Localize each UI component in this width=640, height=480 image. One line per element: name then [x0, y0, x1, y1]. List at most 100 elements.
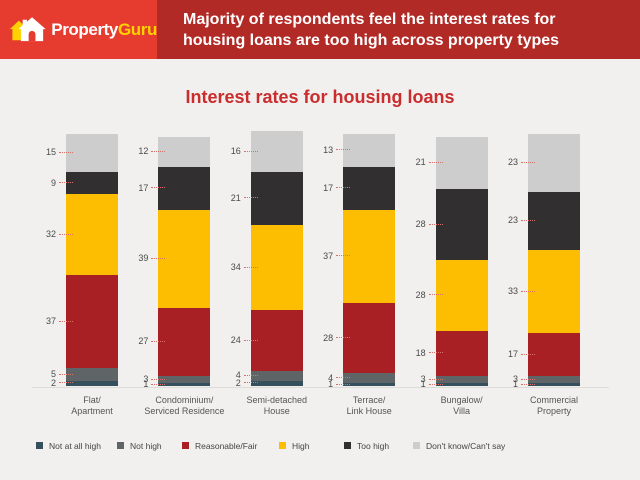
leader-line [59, 233, 73, 235]
leader-line [521, 161, 535, 163]
bar-segment-high [66, 194, 118, 276]
leader-line [151, 378, 166, 380]
leader-line [243, 197, 258, 199]
bar-segment-don-t-know-can-t-say [158, 136, 211, 167]
leader-line [243, 374, 258, 376]
bar-segment-reasonable-fair [158, 307, 211, 376]
value-label: 28 [415, 219, 426, 230]
leader-line [243, 382, 258, 384]
value-label: 3 [512, 374, 518, 385]
brand-first: Property [51, 19, 118, 39]
value-label: 1 [143, 379, 149, 390]
bar-segment-don-t-know-can-t-say [528, 134, 580, 192]
bar-segment-don-t-know-can-t-say [343, 134, 396, 167]
value-label: 33 [507, 286, 518, 296]
logo-block: PropertyGuru [0, 0, 157, 59]
category-label-line: Link House [346, 406, 392, 416]
bar-segment-don-t-know-can-t-say [250, 131, 303, 172]
category-label: Condominium/Serviced Residence [128, 395, 240, 417]
leader-line [243, 339, 258, 341]
value-label: 18 [415, 347, 426, 358]
bar-segment-not-high [250, 370, 303, 381]
leader-line [336, 149, 351, 151]
value-label: 4 [235, 370, 241, 381]
value-label: 28 [323, 332, 334, 343]
legend-swatch [182, 442, 189, 449]
bar-segment-too-high [343, 166, 396, 210]
leader-line [428, 223, 443, 225]
leader-line [428, 294, 443, 296]
brand-second: Guru [117, 19, 157, 39]
legend-swatch [279, 442, 286, 449]
leader-line [521, 219, 535, 221]
value-label: 16 [230, 146, 241, 157]
value-label: 1 [512, 379, 518, 390]
value-label: 21 [415, 157, 426, 168]
bar-segment-not-at-all-high [158, 383, 211, 386]
bar-segment-not-at-all-high [66, 380, 118, 386]
value-label: 5 [50, 369, 56, 380]
bar-segment-high [528, 249, 580, 334]
legend-label: Reasonable/Fair [195, 441, 258, 451]
value-label: 2 [50, 377, 56, 388]
bar-segment-not-high [343, 373, 396, 384]
category-label-line: Bungalow/ [440, 395, 483, 405]
legend-swatch [36, 442, 43, 449]
value-label: 17 [323, 182, 334, 193]
legend-label: Too high [357, 441, 390, 451]
bar-segment-high [343, 209, 396, 303]
category-label: Commercial Property [498, 395, 610, 417]
category-label: Bungalow/Villa [406, 395, 518, 417]
value-label: 2 [235, 377, 241, 388]
category-label: Terrace/Link House [313, 395, 425, 417]
value-label: 28 [415, 289, 426, 300]
bar-segment-too-high [435, 189, 488, 260]
value-label: 17 [138, 182, 149, 193]
leader-line [521, 290, 535, 292]
leader-line [59, 382, 73, 384]
category-label-line: Terrace/ [352, 395, 386, 405]
leader-line [521, 383, 535, 385]
bar-segment-too-high [250, 171, 303, 225]
value-label: 27 [138, 336, 149, 347]
value-label: 32 [45, 229, 56, 240]
leader-line [243, 266, 258, 268]
bar-segment-high [435, 260, 488, 331]
legend-swatch [344, 442, 351, 449]
chart-title: Interest rates for housing loans [185, 87, 455, 107]
category-label-line: Villa [453, 406, 471, 416]
value-label: 21 [230, 192, 241, 203]
category-label: Semi-detached House [221, 395, 333, 417]
legend-label: High [292, 441, 310, 451]
bar-segment-high [158, 209, 211, 308]
category-label-line: Apartment [71, 406, 113, 416]
bar-segment-not-high [66, 368, 118, 381]
category-label-line: Serviced Residence [144, 406, 225, 416]
value-label: 23 [507, 157, 518, 168]
leader-line [59, 320, 73, 322]
leader-line [336, 383, 351, 385]
legend-swatch [413, 442, 420, 449]
value-label: 13 [323, 144, 334, 155]
header-banner: PropertyGuru Majority of respondents fee… [0, 0, 640, 59]
bar-segment-not-high [528, 375, 580, 384]
leader-line [428, 378, 443, 380]
category-label-line: Semi-detached [246, 395, 308, 405]
bar-segment-high [250, 224, 303, 311]
bar-segment-reasonable-fair [435, 330, 488, 376]
category-label-line: Condominium/ [155, 395, 214, 405]
legend-swatch [117, 442, 124, 449]
category-label-line: Flat/ [83, 395, 101, 405]
bar-segment-reasonable-fair [66, 275, 118, 369]
bar-segment-not-high [158, 375, 211, 384]
leader-line [521, 378, 535, 380]
propertyguru-house-icon [9, 16, 46, 41]
leader-line [336, 187, 351, 189]
bar-segment-too-high [66, 171, 118, 195]
value-label: 37 [45, 316, 56, 327]
value-label: 23 [507, 215, 518, 226]
bar-segment-not-at-all-high [250, 380, 303, 386]
bar-segment-don-t-know-can-t-say [66, 134, 118, 172]
value-label: 1 [328, 379, 334, 390]
